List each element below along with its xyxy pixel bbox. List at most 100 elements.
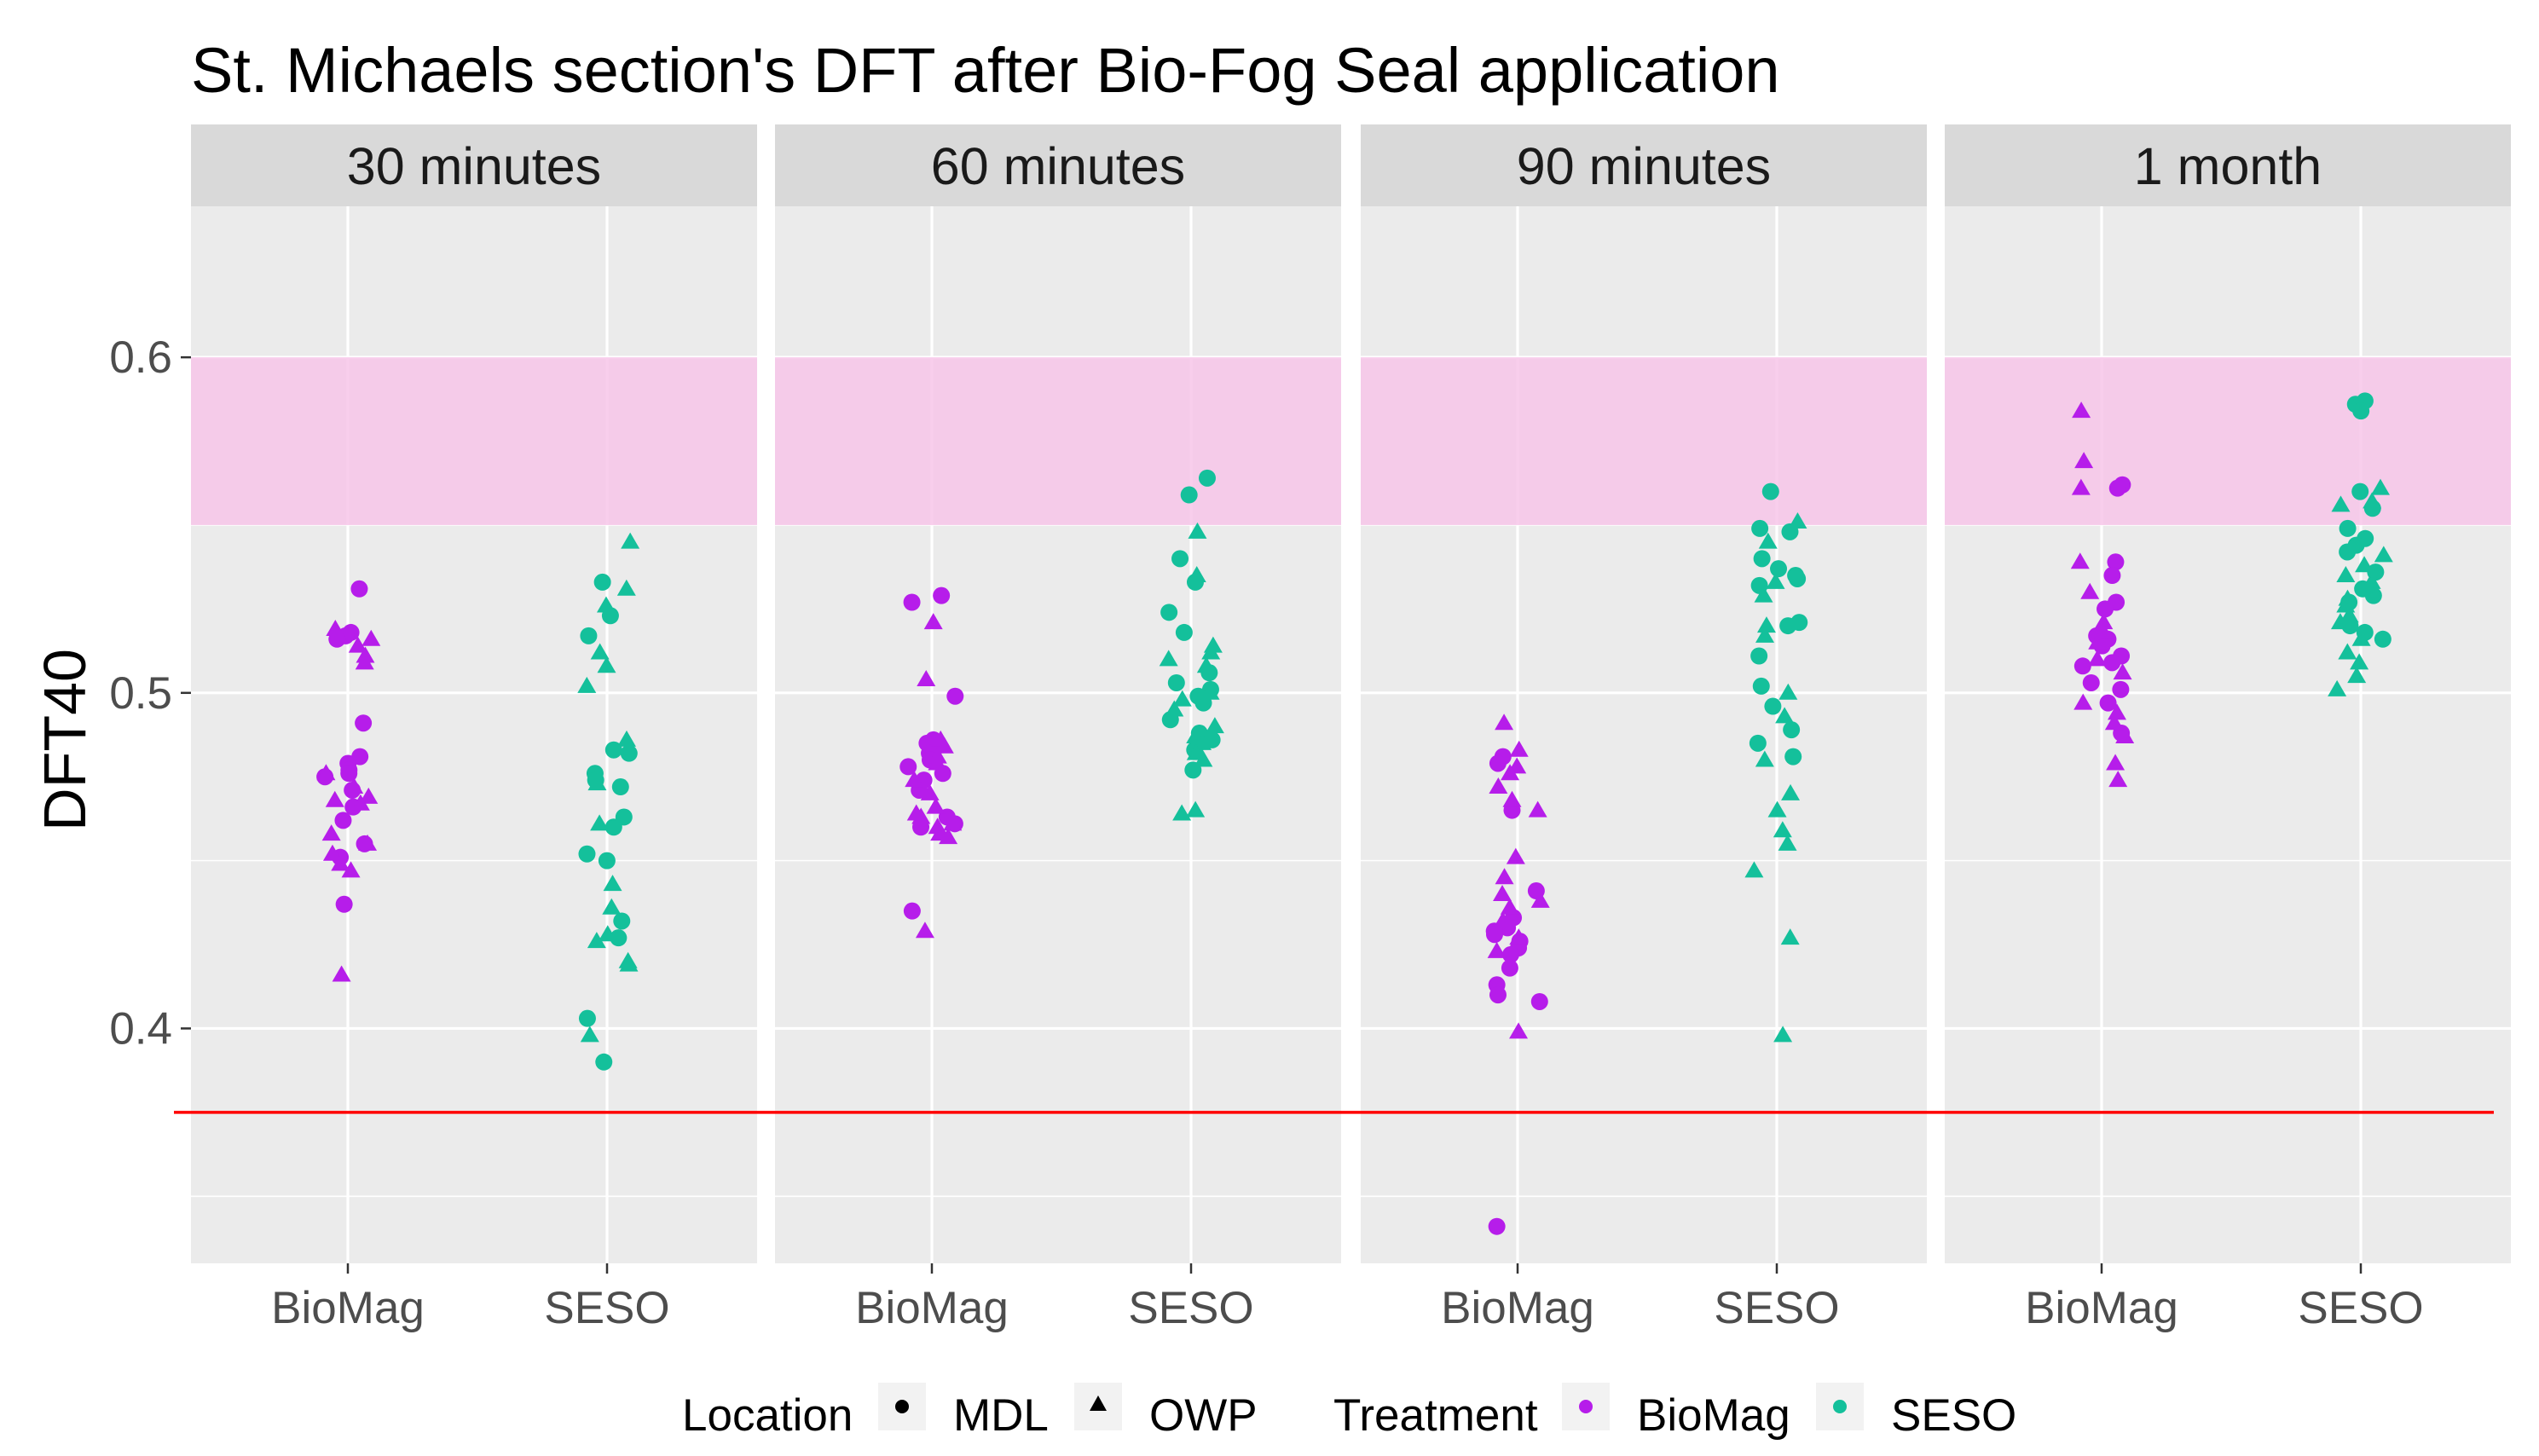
point-biomag-owp (2094, 613, 2114, 630)
point-seso-mdl (2352, 402, 2370, 420)
point-biomag-owp (2107, 703, 2126, 720)
target-band (775, 357, 1341, 525)
point-seso-owp (616, 730, 636, 747)
point-seso-owp (1778, 683, 1798, 700)
point-biomag-mdl (2103, 654, 2121, 672)
point-seso-owp (1775, 707, 1795, 724)
facet-strip-label: 30 minutes (347, 137, 601, 195)
point-seso-owp (2338, 643, 2357, 660)
point-biomag-owp (2074, 452, 2094, 469)
point-biomag-owp (928, 754, 947, 771)
point-seso-owp (616, 579, 636, 596)
point-seso-owp (1187, 566, 1206, 583)
point-biomag-mdl (355, 714, 373, 732)
point-seso-owp (1758, 532, 1778, 549)
facet-strip-label: 1 month (2134, 137, 2322, 195)
point-biomag-owp (2071, 478, 2091, 495)
facet-strip-label: 60 minutes (931, 137, 1185, 195)
point-biomag-owp (2070, 552, 2090, 569)
point-seso-owp (619, 955, 639, 972)
point-biomag-owp (905, 771, 924, 788)
point-seso-owp (2336, 566, 2356, 583)
point-biomag-owp (322, 844, 342, 861)
point-biomag-owp (1509, 1022, 1529, 1039)
point-biomag-mdl (946, 687, 964, 705)
point-biomag-owp (1502, 790, 1522, 807)
point-seso-owp (1755, 626, 1775, 643)
point-biomag-owp (2115, 726, 2135, 743)
facet-strip (191, 124, 757, 206)
point-seso-owp (2339, 606, 2359, 623)
point-seso-owp (1193, 733, 1212, 750)
point-seso-owp (2363, 492, 2382, 509)
point-seso-mdl (1175, 623, 1193, 641)
point-biomag-mdl (899, 758, 917, 776)
point-seso-owp (1194, 750, 1213, 767)
point-seso-mdl (1753, 550, 1771, 568)
point-biomag-mdl (2097, 600, 2114, 618)
point-biomag-owp (1487, 941, 1507, 958)
point-seso-owp (1205, 717, 1224, 734)
point-biomag-mdl (2112, 680, 2130, 698)
point-seso-mdl (1752, 677, 1770, 695)
point-seso-mdl (1198, 469, 1216, 487)
point-biomag-owp (2087, 650, 2107, 667)
chart-title: St. Michaels section's DFT after Bio-Fog… (191, 35, 1780, 106)
point-seso-mdl (604, 818, 622, 836)
legend-label-mdl: MDL (953, 1390, 1049, 1441)
point-seso-mdl (1751, 519, 1769, 537)
facet-strip-label: 90 minutes (1517, 137, 1771, 195)
point-biomag-owp (359, 787, 379, 804)
point-biomag-owp (1509, 928, 1529, 945)
point-seso-owp (597, 656, 616, 673)
point-biomag-owp (2073, 693, 2093, 710)
point-seso-owp (596, 596, 616, 613)
legend-triangle-shape (1090, 1395, 1107, 1411)
point-biomag-owp (331, 854, 350, 871)
point-biomag-owp (2113, 663, 2132, 680)
point-seso-mdl (580, 627, 598, 644)
legend-label-seso: SESO (1891, 1390, 2016, 1441)
point-biomag-owp (920, 783, 940, 800)
point-biomag-mdl (2099, 694, 2117, 712)
legend-title-treatment: Treatment (1333, 1390, 1538, 1441)
x-tick-label-biomag: BioMag (855, 1283, 1009, 1333)
point-biomag-owp (939, 828, 958, 845)
legend-circle-shape (895, 1400, 909, 1413)
point-biomag-owp (341, 861, 361, 878)
point-seso-owp (1767, 800, 1787, 818)
point-biomag-mdl (340, 765, 358, 783)
point-seso-owp (1188, 522, 1207, 539)
point-biomag-owp (1501, 764, 1520, 781)
point-biomag-owp (350, 794, 370, 811)
point-seso-owp (1200, 683, 1220, 700)
point-biomag-owp (1493, 884, 1512, 901)
point-seso-mdl (1167, 673, 1185, 691)
point-seso-mdl (593, 573, 611, 591)
target-band (191, 357, 757, 525)
point-seso-mdl (1779, 617, 1797, 635)
point-biomag-owp (1493, 911, 1512, 928)
point-seso-owp (2347, 667, 2367, 684)
point-biomag-mdl (1488, 1217, 1506, 1235)
x-tick-label-biomag: BioMag (271, 1283, 425, 1333)
point-biomag-mdl (903, 593, 921, 611)
point-biomag-owp (1506, 847, 1525, 864)
point-biomag-owp (1500, 898, 1519, 915)
point-seso-owp (2350, 653, 2369, 670)
point-seso-mdl (1761, 482, 1779, 500)
point-biomag-owp (911, 807, 931, 824)
legend-label-biomag: BioMag (1637, 1390, 1790, 1441)
point-biomag-owp (2106, 754, 2125, 771)
point-seso-owp (621, 532, 640, 549)
point-seso-mdl (611, 778, 629, 796)
point-seso-mdl (1764, 697, 1782, 715)
point-seso-owp (1788, 512, 1807, 529)
point-biomag-owp (2094, 622, 2114, 639)
point-biomag-owp (321, 824, 341, 841)
point-biomag-mdl (2103, 567, 2121, 585)
point-biomag-mdl (335, 895, 353, 913)
point-biomag-mdl (2107, 553, 2125, 571)
point-biomag-mdl (350, 580, 368, 598)
point-seso-owp (598, 925, 617, 942)
